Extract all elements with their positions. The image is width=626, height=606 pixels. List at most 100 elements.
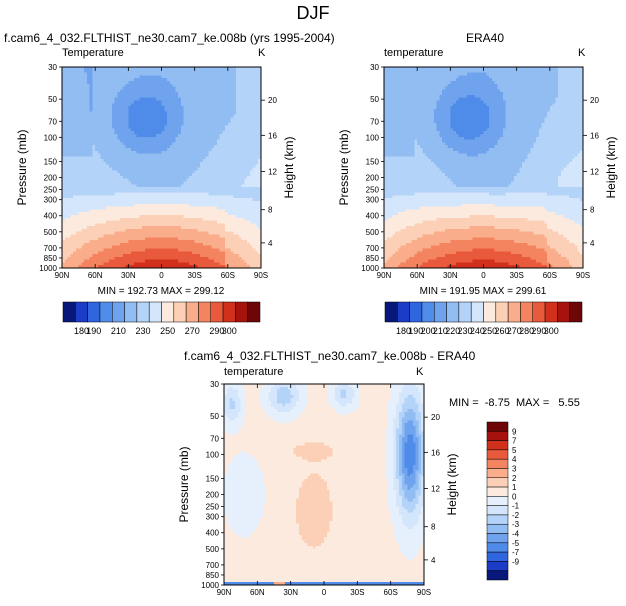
model-cell — [191, 80, 196, 85]
model-cell — [222, 203, 226, 208]
model-cell — [92, 248, 96, 252]
model-cell — [238, 131, 243, 135]
model-cell — [84, 92, 88, 96]
model-cell — [249, 228, 254, 233]
model-cell — [219, 145, 223, 149]
model-cell — [64, 256, 69, 261]
model-cell — [114, 164, 118, 169]
model-cell — [189, 198, 193, 202]
model-cell — [139, 134, 143, 138]
model-cell — [136, 203, 140, 208]
model-cell — [249, 181, 254, 185]
model-cell — [225, 175, 229, 180]
model-cell — [131, 203, 135, 208]
model-cell — [108, 69, 113, 74]
model-cell — [142, 245, 146, 250]
model-cell — [230, 198, 234, 202]
model-cell — [147, 114, 152, 118]
model-cell — [202, 256, 207, 261]
model-cell — [205, 187, 210, 191]
model-cell — [219, 80, 223, 85]
model-cell — [233, 187, 237, 191]
model-cell — [153, 173, 157, 177]
model-cell — [62, 262, 66, 266]
model-cell — [139, 187, 143, 191]
model-cell — [194, 178, 199, 183]
model-cell — [219, 153, 223, 157]
model-cell — [191, 139, 196, 143]
model-cell — [133, 212, 138, 216]
model-cell — [73, 242, 77, 247]
model-cell — [114, 178, 118, 183]
model-cell — [216, 86, 221, 90]
model-cell — [194, 97, 199, 102]
model-cell — [222, 159, 226, 163]
model-cell — [150, 86, 154, 90]
model-cell — [100, 122, 105, 127]
model-cell — [186, 220, 190, 224]
model-cell — [178, 170, 182, 174]
model-cell — [202, 128, 207, 132]
model-cell — [117, 92, 121, 96]
model-cell — [136, 125, 140, 130]
model-cell — [84, 245, 88, 250]
model-cell — [225, 228, 229, 233]
model-cell — [252, 103, 257, 107]
model-cell — [252, 72, 257, 76]
model-cell — [164, 254, 168, 258]
model-cell — [81, 145, 85, 149]
model-cell — [147, 153, 152, 157]
model-cell — [178, 139, 182, 143]
model-cell — [81, 203, 85, 208]
model-cell — [186, 108, 190, 113]
model-cell — [214, 120, 218, 124]
model-cell — [114, 251, 118, 255]
model-cell — [131, 103, 135, 107]
model-cell — [67, 125, 71, 130]
model-cell — [150, 80, 154, 85]
model-cell — [78, 125, 82, 130]
model-cell — [233, 198, 237, 202]
model-cell — [81, 100, 85, 104]
model-cell — [78, 122, 82, 127]
model-cell — [180, 240, 185, 244]
model-cell — [230, 251, 234, 255]
model-cell — [197, 97, 201, 102]
model-cell — [247, 242, 251, 247]
model-cell — [197, 122, 201, 127]
model-cell — [133, 262, 138, 266]
model-cell — [139, 184, 143, 188]
model-cell — [180, 209, 185, 213]
model-cell — [172, 128, 176, 132]
model-cell — [139, 254, 143, 258]
model-cell — [200, 69, 204, 74]
model-cell — [73, 237, 77, 241]
model-cell — [200, 136, 204, 141]
model-cell — [81, 228, 85, 233]
model-cell — [70, 80, 74, 85]
model-cell — [208, 175, 212, 180]
model-cell — [128, 254, 132, 258]
model-cell — [67, 181, 71, 185]
model-cell — [67, 195, 71, 199]
model-cell — [84, 228, 88, 233]
model-cell — [238, 86, 243, 90]
model-cell — [164, 201, 168, 205]
model-cell — [133, 156, 138, 160]
model-cell — [89, 212, 93, 216]
model-cell — [142, 181, 146, 185]
model-cell — [219, 231, 223, 236]
model-cell — [202, 167, 207, 171]
model-cell — [125, 111, 129, 116]
model-cell — [214, 256, 218, 261]
model-cell — [169, 212, 174, 216]
model-cell — [131, 69, 135, 74]
model-cell — [131, 187, 135, 191]
model-cell — [230, 209, 234, 213]
model-cell — [214, 125, 218, 130]
model-cell — [214, 237, 218, 241]
model-cell — [183, 254, 187, 258]
model-cell — [164, 212, 168, 216]
model-cell — [241, 89, 246, 93]
model-cell — [252, 80, 257, 85]
